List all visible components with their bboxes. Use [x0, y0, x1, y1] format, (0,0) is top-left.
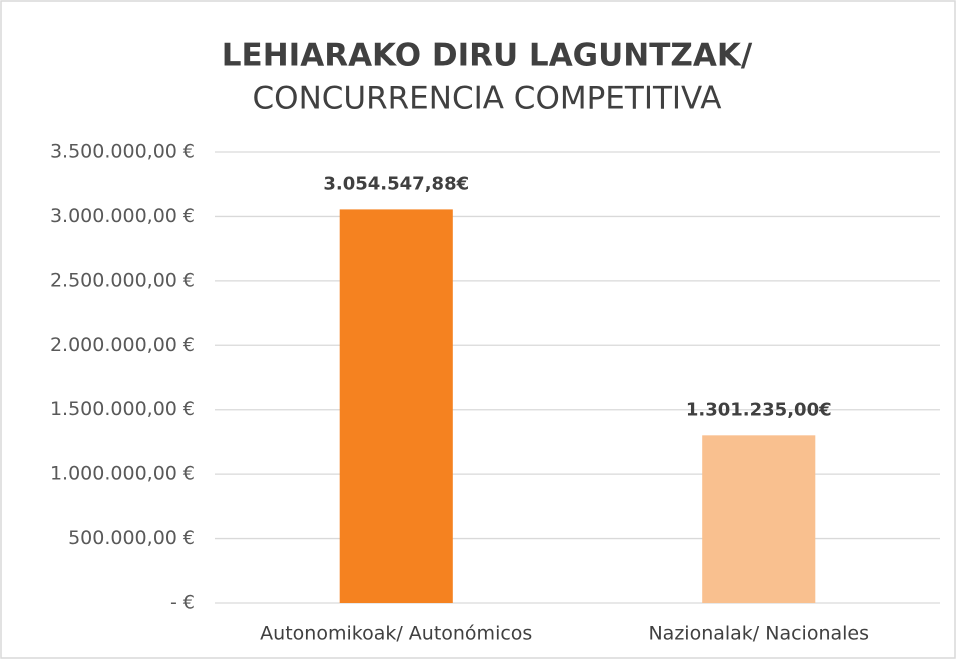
bar: [702, 435, 816, 603]
y-tick-label: - €: [170, 592, 195, 614]
value-label: 1.301.235,00€: [686, 399, 832, 420]
chart-subtitle: CONCURRENCIA COMPETITIVA: [253, 81, 722, 117]
y-tick-label: 1.000.000,00 €: [50, 463, 195, 485]
y-tick-label: 500.000,00 €: [68, 527, 195, 549]
chart-title: LEHIARAKO DIRU LAGUNTZAK/: [222, 38, 753, 74]
y-tick-label: 3.500.000,00 €: [50, 141, 195, 163]
x-tick-label: Autonomikoak/ Autonómicos: [260, 623, 532, 645]
bar: [339, 209, 453, 603]
y-tick-label: 2.000.000,00 €: [50, 334, 195, 356]
value-label: 3.054.547,88€: [323, 173, 469, 194]
y-tick-label: 2.500.000,00 €: [50, 269, 195, 291]
y-tick-label: 3.000.000,00 €: [50, 205, 195, 227]
y-tick-label: 1.500.000,00 €: [50, 398, 195, 420]
x-tick-label: Nazionalak/ Nacionales: [648, 623, 869, 645]
